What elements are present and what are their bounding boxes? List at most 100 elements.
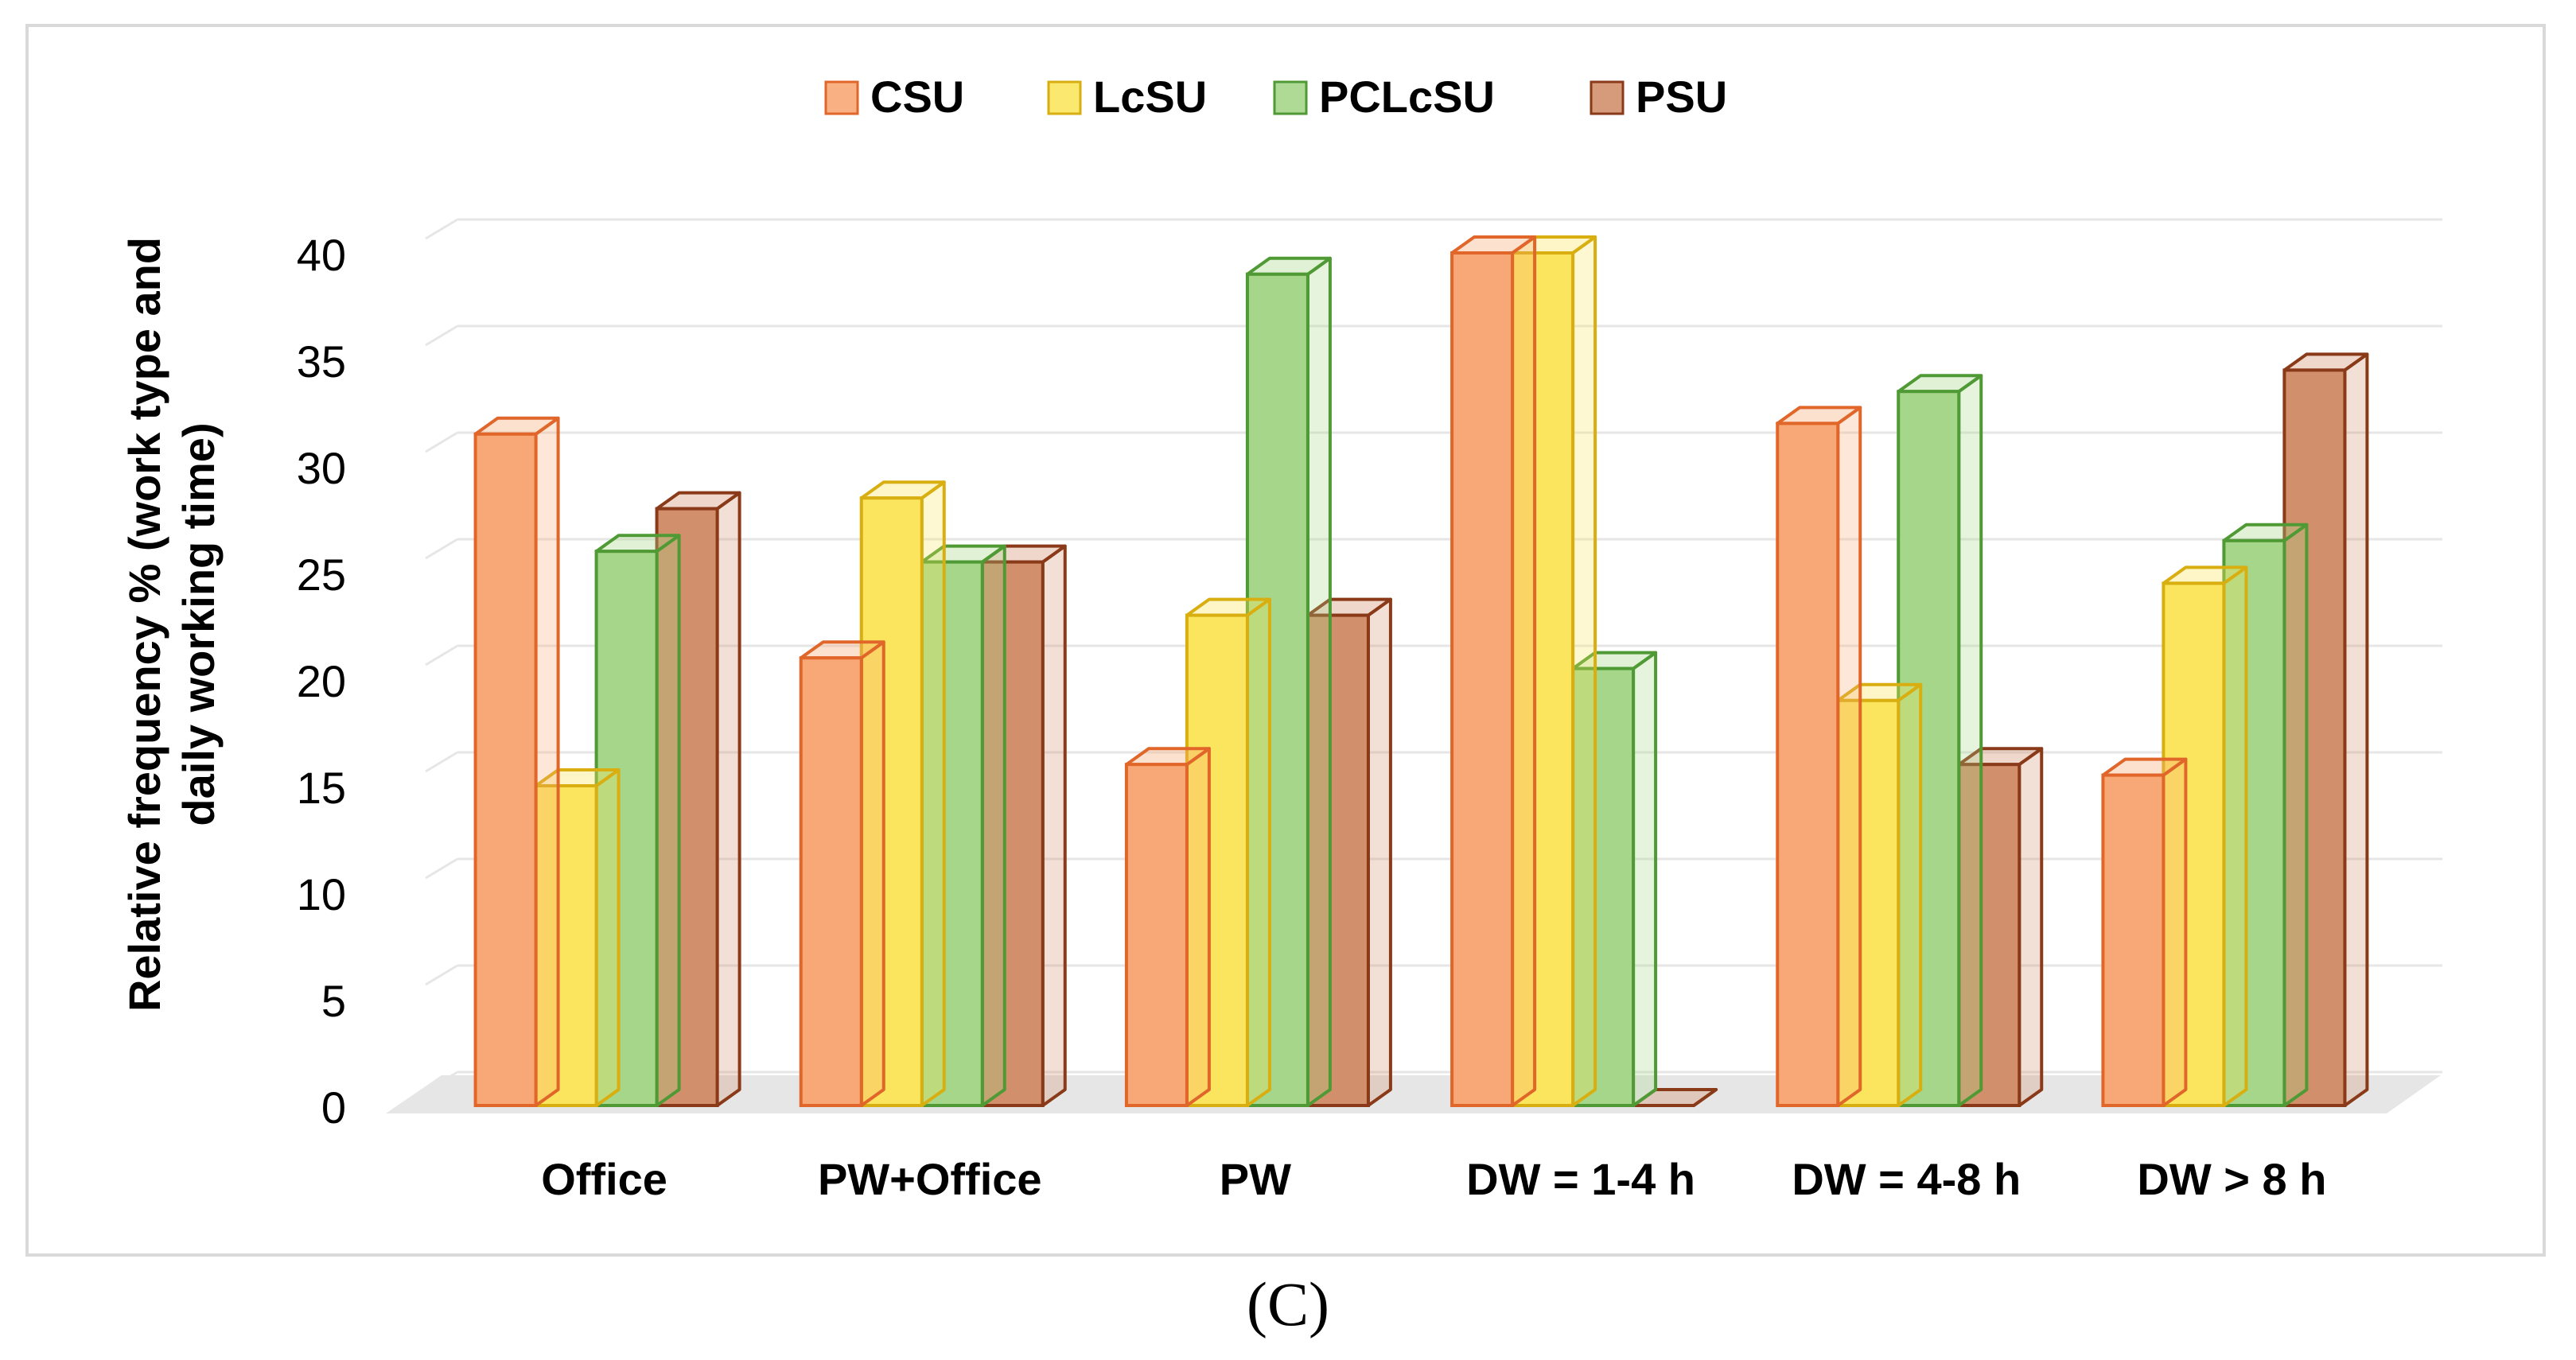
bar-front xyxy=(1124,763,1189,1107)
bar-front xyxy=(1245,272,1309,1107)
bar-side xyxy=(715,491,741,1107)
bar-side xyxy=(655,534,681,1107)
bars xyxy=(473,235,2369,1107)
x-tick-label-pw: PW xyxy=(1220,1154,1291,1204)
legend-label: PCLcSU xyxy=(1319,72,1495,122)
bar-front xyxy=(799,656,863,1107)
legend-label: LcSU xyxy=(1093,72,1207,122)
y-tick-label: 40 xyxy=(297,230,346,280)
bar-side xyxy=(1366,597,1392,1107)
bar-side xyxy=(1957,374,1983,1107)
bar-front xyxy=(2101,773,2165,1107)
bar-front xyxy=(473,432,538,1107)
bar-side xyxy=(1511,235,1537,1107)
bar-psu-dw-1-4-h xyxy=(1632,1088,1718,1107)
bar-front xyxy=(2282,368,2347,1107)
gridlines xyxy=(425,218,2442,1093)
bar-pclcsu-pw-office xyxy=(920,544,1006,1107)
bar-front xyxy=(655,507,719,1107)
x-tick-label-dw-4-8-h: DW = 4-8 h xyxy=(1792,1154,2021,1204)
bar-front xyxy=(1450,251,1515,1107)
legend-swatch xyxy=(824,80,859,115)
bar-csu-pw-office xyxy=(799,640,885,1107)
legend: CSU LcSU PCLcSU PSU xyxy=(824,72,1727,122)
bar-side xyxy=(1836,406,1862,1107)
legend-item-psu: PSU xyxy=(1590,72,1727,122)
legend-swatch xyxy=(1273,80,1308,115)
bar-side xyxy=(2018,747,2044,1107)
bar-chart: 0 5 10 15 20 25 30 35 40 Relative frequency % (wo… xyxy=(119,72,2442,1204)
bar-side xyxy=(1571,235,1597,1107)
bar-pclcsu-office xyxy=(594,534,681,1107)
bar-front xyxy=(1897,390,1961,1107)
bar-lcsu-dw-4-8-h xyxy=(1836,682,1923,1107)
bar-side xyxy=(920,480,946,1107)
bar-pclcsu-dw-8-h xyxy=(2222,523,2309,1107)
bar-psu-office xyxy=(655,491,741,1107)
gridline-diag-30 xyxy=(425,431,458,453)
x-tick-label-office: Office xyxy=(541,1154,667,1204)
bar-lcsu-pw xyxy=(1185,597,1271,1107)
legend-swatch xyxy=(1047,80,1082,115)
bar-psu-pw xyxy=(1306,597,1392,1107)
bar-psu-dw-8-h xyxy=(2282,352,2369,1107)
bar-side xyxy=(594,768,621,1107)
x-tick-label-pw-office: PW+Office xyxy=(818,1154,1042,1204)
y-axis-label: Relative frequency % (work type and daily… xyxy=(119,237,224,1012)
bar-pclcsu-dw-1-4-h xyxy=(1571,651,1658,1107)
bar-side xyxy=(1897,682,1923,1107)
legend-label: PSU xyxy=(1636,72,1727,122)
legend-item-csu: CSU xyxy=(824,72,964,122)
y-tick-label: 10 xyxy=(297,869,346,919)
bar-side xyxy=(1632,651,1658,1107)
gridline-diag-15 xyxy=(425,751,458,773)
gridline-diag-5 xyxy=(425,964,458,986)
bar-front xyxy=(2222,538,2286,1107)
legend-item-pclcsu: PCLcSU xyxy=(1273,72,1495,122)
bar-csu-office xyxy=(473,416,560,1107)
bar-side xyxy=(2282,523,2309,1107)
y-axis-label-line: daily working time) xyxy=(173,422,224,826)
bar-front xyxy=(534,784,598,1107)
figure-panel-label: (C) xyxy=(1247,1269,1329,1339)
y-tick-label: 15 xyxy=(297,763,346,813)
legend-item-lcsu: LcSU xyxy=(1047,72,1207,122)
y-tick-label: 25 xyxy=(297,550,346,600)
bar-pclcsu-dw-4-8-h xyxy=(1897,374,1983,1107)
bar-side xyxy=(1041,544,1067,1107)
bar-front xyxy=(1306,613,1370,1107)
bar-front xyxy=(2162,581,2226,1107)
y-axis-label-line: Relative frequency % (work type and xyxy=(119,237,169,1012)
bar-side xyxy=(1245,597,1271,1107)
bar-front xyxy=(1571,666,1636,1107)
bar-csu-dw-4-8-h xyxy=(1776,406,1862,1107)
bar-lcsu-dw-8-h xyxy=(2162,565,2248,1107)
bar-csu-pw xyxy=(1124,747,1211,1107)
legend-label: CSU xyxy=(870,72,964,122)
bar-side xyxy=(1306,256,1332,1107)
bar-csu-dw-1-4-h xyxy=(1450,235,1537,1107)
bar-lcsu-office xyxy=(534,768,621,1107)
gridline-diag-25 xyxy=(425,538,458,560)
bar-side xyxy=(2222,565,2248,1107)
y-tick-label: 35 xyxy=(297,336,346,387)
bar-front xyxy=(1185,613,1249,1107)
y-axis-ticks: 0 5 10 15 20 25 30 35 40 xyxy=(297,230,346,1133)
gridline-diag-35 xyxy=(425,324,458,347)
bar-side xyxy=(859,640,885,1107)
bar-side xyxy=(980,544,1006,1107)
gridline-diag-20 xyxy=(425,644,458,666)
gridline-diag-10 xyxy=(425,857,458,880)
y-tick-label: 0 xyxy=(321,1082,346,1133)
bar-side xyxy=(534,416,560,1107)
legend-swatch xyxy=(1590,80,1625,115)
y-tick-label: 5 xyxy=(321,976,346,1026)
bar-side xyxy=(1185,747,1211,1107)
bar-side xyxy=(2343,352,2369,1107)
y-tick-label: 20 xyxy=(297,656,346,706)
bar-front xyxy=(1836,698,1901,1107)
x-tick-label-dw-8-h: DW > 8 h xyxy=(2137,1154,2326,1204)
bar-side xyxy=(2162,757,2188,1107)
x-tick-label-dw-1-4-h: DW = 1-4 h xyxy=(1466,1154,1695,1204)
bar-front xyxy=(1776,422,1840,1107)
